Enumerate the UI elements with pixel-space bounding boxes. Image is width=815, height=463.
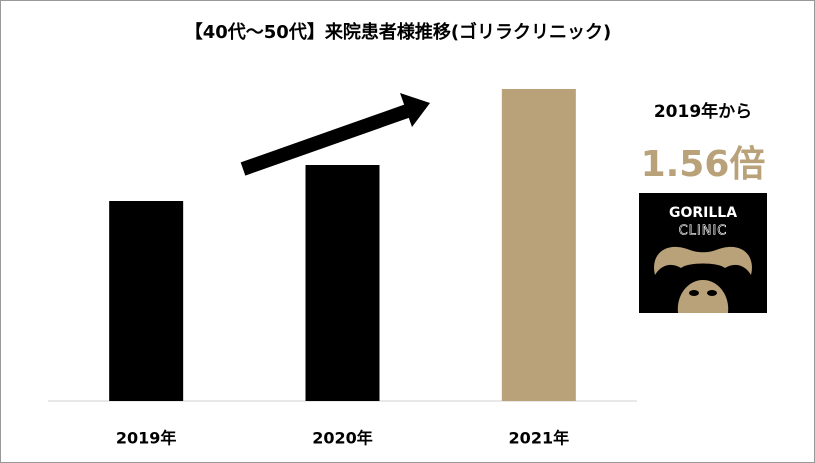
logo: GORILLA CLINIC xyxy=(639,193,767,313)
arrow-head xyxy=(400,93,430,127)
x-tick-label: 2020年 xyxy=(312,429,373,448)
x-tick-label: 2019年 xyxy=(116,429,177,448)
logo-line1: GORILLA xyxy=(669,205,737,221)
annotation-caption: 2019年から xyxy=(654,101,752,122)
arrow-shaft xyxy=(240,103,413,176)
annotation-highlight: 1.56倍 xyxy=(641,144,766,185)
bar xyxy=(305,165,380,401)
x-tick-label: 2021年 xyxy=(509,429,570,448)
logo-eye xyxy=(689,290,699,296)
logo-line2: CLINIC xyxy=(679,224,728,239)
bar xyxy=(501,89,576,401)
chart-title: 【40代〜50代】来院患者様推移(ゴリラクリニック) xyxy=(185,21,612,43)
bar xyxy=(109,201,184,401)
trend-arrow xyxy=(240,93,430,176)
logo-face xyxy=(677,280,729,313)
logo-brow xyxy=(654,246,752,275)
logo-eye xyxy=(707,290,717,296)
